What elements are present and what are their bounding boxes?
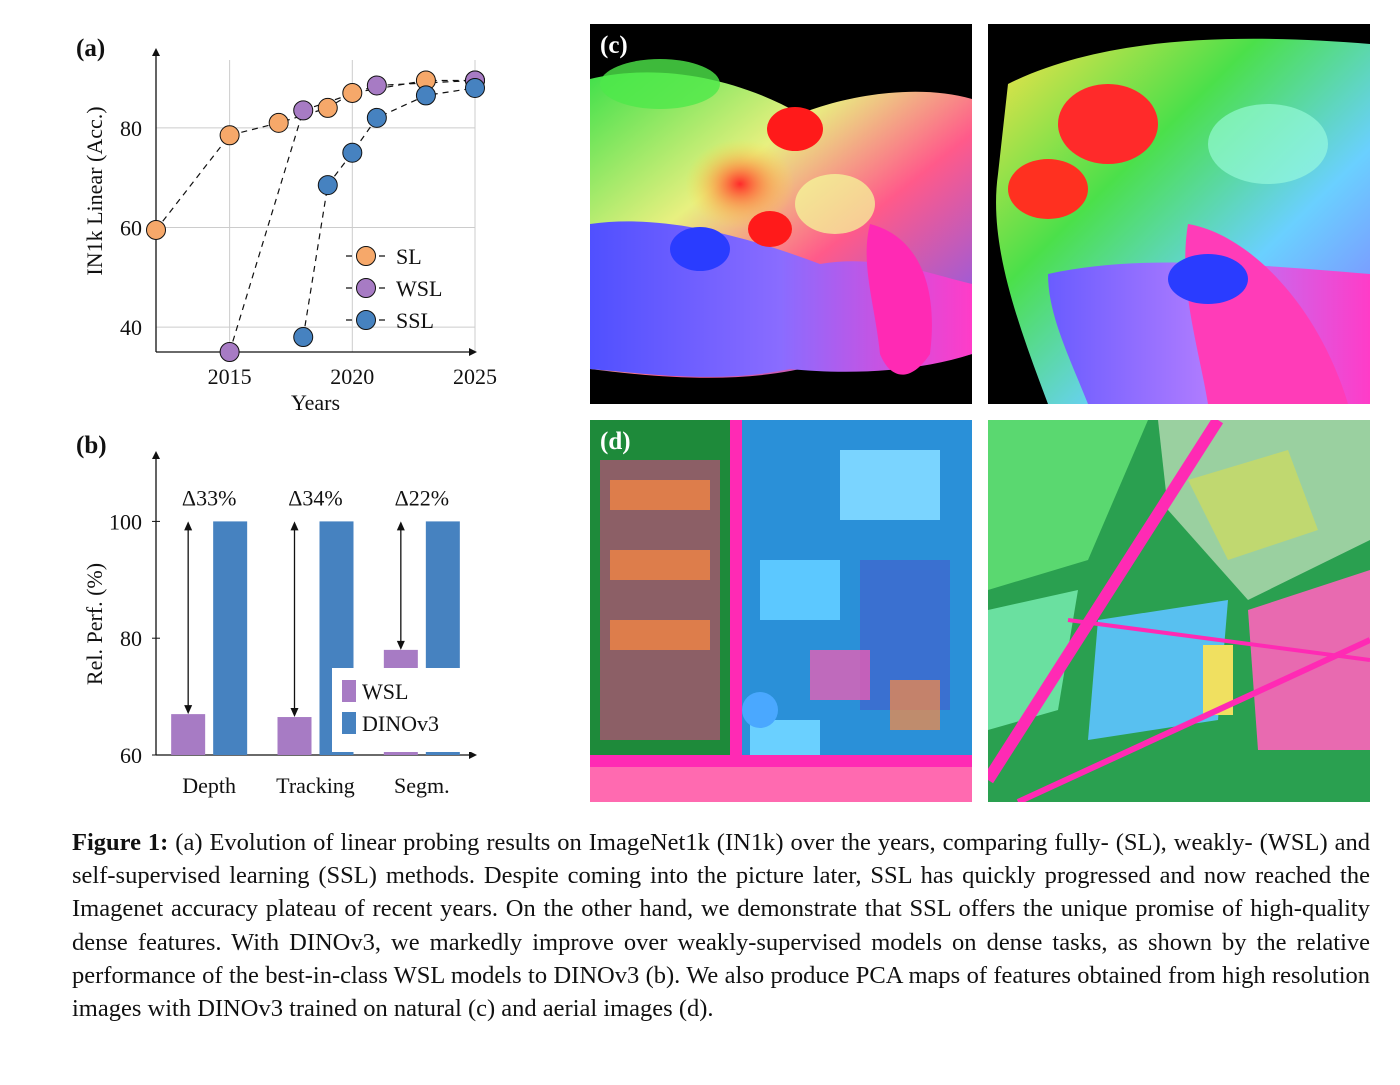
caption-label: Figure 1:: [72, 829, 169, 856]
data-point-wsl: [219, 342, 240, 362]
bar-dinov3: [213, 521, 248, 755]
x-axis-arrow: [469, 751, 477, 759]
x-tick-label: 2025: [453, 364, 497, 389]
panel-c-label: (c): [600, 32, 628, 59]
legend-swatch-wsl: [342, 680, 356, 702]
legend-label-wsl: WSL: [362, 679, 408, 704]
legend-swatch-dinov3: [342, 712, 356, 734]
y-tick-label: 80: [120, 116, 142, 141]
data-point-sl: [317, 97, 338, 118]
data-point-sl: [268, 112, 289, 133]
data-point-sl: [342, 82, 363, 103]
y-tick-label: 60: [120, 215, 142, 240]
data-point-ssl: [415, 85, 436, 106]
y-axis-arrow: [152, 451, 160, 459]
legend-label-dinov3: DINOv3: [362, 711, 439, 736]
delta-arrow-head: [396, 521, 405, 531]
data-point-wsl: [366, 75, 387, 96]
caption-text: (a) Evolution of linear probing results …: [72, 829, 1370, 1023]
delta-annotation: Δ22%: [395, 485, 449, 510]
delta-annotation: Δ33%: [182, 485, 236, 510]
x-axis-arrow: [469, 348, 477, 356]
pca-map-cat-2: [988, 24, 1370, 404]
y-axis-arrow: [152, 48, 160, 56]
pca-map-aerial-2: [988, 420, 1370, 802]
delta-arrow-head: [396, 640, 405, 650]
pca-map-aerial-1: (d): [590, 420, 972, 802]
delta-arrow-head: [184, 521, 193, 531]
data-point-sl: [146, 219, 166, 240]
x-axis-label: Years: [291, 390, 340, 415]
legend-marker-sl: [356, 246, 376, 266]
y-tick-label: 60: [120, 743, 142, 768]
legend-label-ssl: SSL: [396, 308, 434, 333]
delta-arrow-head: [290, 708, 299, 718]
series-line-ssl: [302, 87, 476, 338]
legend-marker-wsl: [356, 278, 376, 298]
y-tick-label: 40: [120, 315, 142, 340]
category-label: Tracking: [276, 773, 355, 798]
bar-wsl: [277, 717, 312, 755]
x-tick-label: 2020: [330, 364, 374, 389]
panel-b-label: (b): [76, 432, 107, 459]
panel-d-label: (d): [600, 428, 631, 455]
x-tick-label: 2015: [208, 364, 252, 389]
y-tick-label: 100: [109, 509, 142, 534]
legend-marker-ssl: [356, 310, 376, 330]
y-axis-label: Rel. Perf. (%): [82, 563, 107, 685]
data-point-wsl: [293, 100, 314, 121]
y-tick-label: 80: [120, 626, 142, 651]
delta-arrow-head: [290, 521, 299, 531]
category-label: Segm.: [394, 773, 450, 798]
figure-caption: Figure 1: (a) Evolution of linear probin…: [72, 826, 1370, 1025]
data-point-sl: [219, 125, 240, 146]
delta-annotation: Δ34%: [288, 485, 342, 510]
data-point-ssl: [366, 107, 387, 128]
category-label: Depth: [182, 773, 236, 798]
y-axis-label: IN1k Linear (Acc.): [82, 106, 107, 275]
delta-arrow-head: [184, 705, 193, 715]
legend-label-wsl: WSL: [396, 276, 442, 301]
chart-a: 2015 2020 2025 40 60 80 Years IN1k Linear (Acc.…: [76, 35, 497, 415]
bar-wsl: [171, 714, 206, 755]
data-point-ssl: [465, 77, 485, 98]
data-point-ssl: [342, 142, 363, 163]
panel-a-label: (a): [76, 35, 105, 62]
legend-label-sl: SL: [396, 244, 422, 269]
chart-b: 60 80 100 Rel. Perf. (%) (b) Δ33% Depth Δ34% Tra…: [76, 432, 477, 798]
pca-map-cat-1: (c): [590, 24, 972, 404]
data-point-ssl: [293, 327, 314, 348]
data-point-ssl: [317, 175, 338, 196]
